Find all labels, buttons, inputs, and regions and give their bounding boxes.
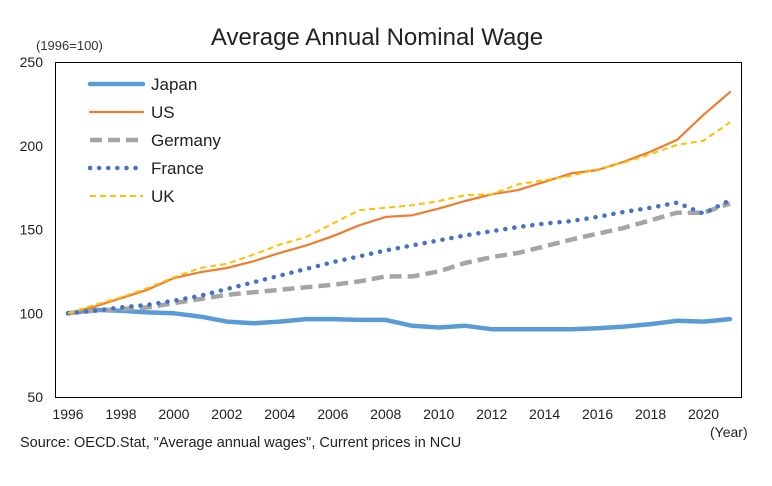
source-note: Source: OECD.Stat, "Average annual wages… (20, 435, 461, 451)
series-line-uk (67, 121, 731, 315)
x-tick-label: 2014 (529, 406, 560, 422)
legend-label-us: US (151, 103, 175, 122)
legend-label-uk: UK (151, 187, 175, 206)
y-axis-label: (1996=100) (36, 38, 103, 53)
x-tick-label: 2012 (476, 406, 507, 422)
y-tick-label: 150 (20, 222, 44, 238)
series-line-germany (67, 201, 731, 316)
y-tick-label: 200 (20, 138, 44, 154)
x-tick-label: 2000 (158, 406, 189, 422)
legend: Japan US Germany France UK (87, 75, 221, 206)
y-tick-label: 250 (20, 54, 44, 70)
x-tick-label: 2020 (688, 406, 719, 422)
x-tick-label: 2008 (370, 406, 401, 422)
series-layer (65, 90, 733, 332)
y-tick-label: 50 (27, 389, 43, 405)
series-line-france (65, 197, 733, 316)
x-tick-label: 2004 (264, 406, 295, 422)
legend-label-japan: Japan (151, 75, 197, 94)
y-axis: 50 100 150 200 250 (20, 54, 44, 405)
legend-label-germany: Germany (151, 131, 221, 150)
plot-area (55, 62, 742, 398)
legend-label-france: France (151, 159, 204, 178)
x-tick-label: 2006 (317, 406, 348, 422)
x-tick-label: 2010 (423, 406, 454, 422)
x-tick-label: 1998 (105, 406, 136, 422)
x-tick-label: 2018 (635, 406, 666, 422)
series-line-japan (65, 307, 733, 332)
x-axis: 1996 1998 2000 2002 2004 2006 2008 2010 2012 2014… (52, 406, 719, 422)
x-tick-label: 1996 (52, 406, 83, 422)
x-tick-label: 2002 (211, 406, 242, 422)
x-axis-label: (Year) (710, 424, 748, 440)
y-tick-label: 100 (20, 305, 44, 321)
chart-title: Average Annual Nominal Wage (211, 24, 543, 51)
x-tick-label: 2016 (582, 406, 613, 422)
